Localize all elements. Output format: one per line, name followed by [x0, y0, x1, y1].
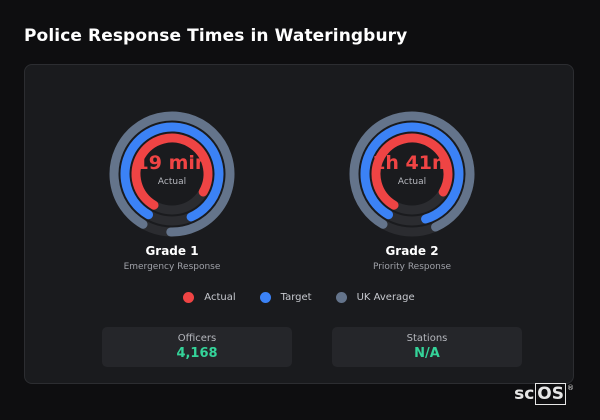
grade-2-target-arc	[360, 122, 464, 224]
grade-1-actual-value: 19 min	[135, 152, 209, 174]
response-times-card: 19 min Actual Grade 1 Emergency Response…	[24, 64, 574, 384]
grade-2-rings	[349, 111, 475, 237]
grade-1-actual-arc	[131, 133, 213, 210]
legend-target-dot	[259, 292, 271, 303]
legend-uk-average-dot	[335, 292, 347, 303]
legend-actual: Actual	[183, 292, 236, 303]
grade-2-uk-average-arc	[349, 111, 475, 232]
grade-2-description: Priority Response	[372, 262, 452, 272]
officers-label: Officers	[177, 333, 217, 344]
legend-actual-dot	[183, 292, 195, 303]
gauge-grade-2: 1h 41m Actual Grade 2 Priority Response	[327, 109, 497, 272]
stations-value: N/A	[414, 346, 440, 361]
page-title: Police Response Times in Wateringbury	[24, 26, 408, 46]
grade-2-actual-label: Actual	[397, 177, 427, 187]
legend-actual-label: Actual	[204, 292, 236, 303]
grade-1-title: Grade 1	[145, 244, 199, 258]
grade-2-actual-arc	[371, 133, 453, 210]
stations-label: Stations	[406, 333, 448, 344]
grade-1-uk-average-arc	[109, 111, 235, 237]
grade-1-description: Emergency Response	[123, 262, 221, 272]
officers-value: 4,168	[176, 346, 218, 361]
grade-2-title: Grade 2	[385, 244, 439, 258]
legend-target-label: Target	[280, 292, 312, 303]
grade-2-actual-value: 1h 41m	[372, 152, 452, 174]
officers-stat: Officers 4,168	[102, 327, 292, 367]
grade-1-rings	[109, 111, 235, 237]
grade-1-actual-label: Actual	[157, 177, 187, 187]
gauge-grade-1: 19 min Actual Grade 1 Emergency Response	[87, 109, 257, 272]
stations-stat: Stations N/A	[332, 327, 522, 367]
legend-uk-average-label: UK Average	[356, 292, 415, 303]
legend: Actual Target UK Average	[25, 292, 573, 303]
legend-uk-average: UK Average	[335, 292, 415, 303]
grade-1-target-arc	[120, 122, 224, 222]
legend-target: Target	[259, 292, 312, 303]
scos-logo: sc OS ®	[514, 383, 574, 405]
